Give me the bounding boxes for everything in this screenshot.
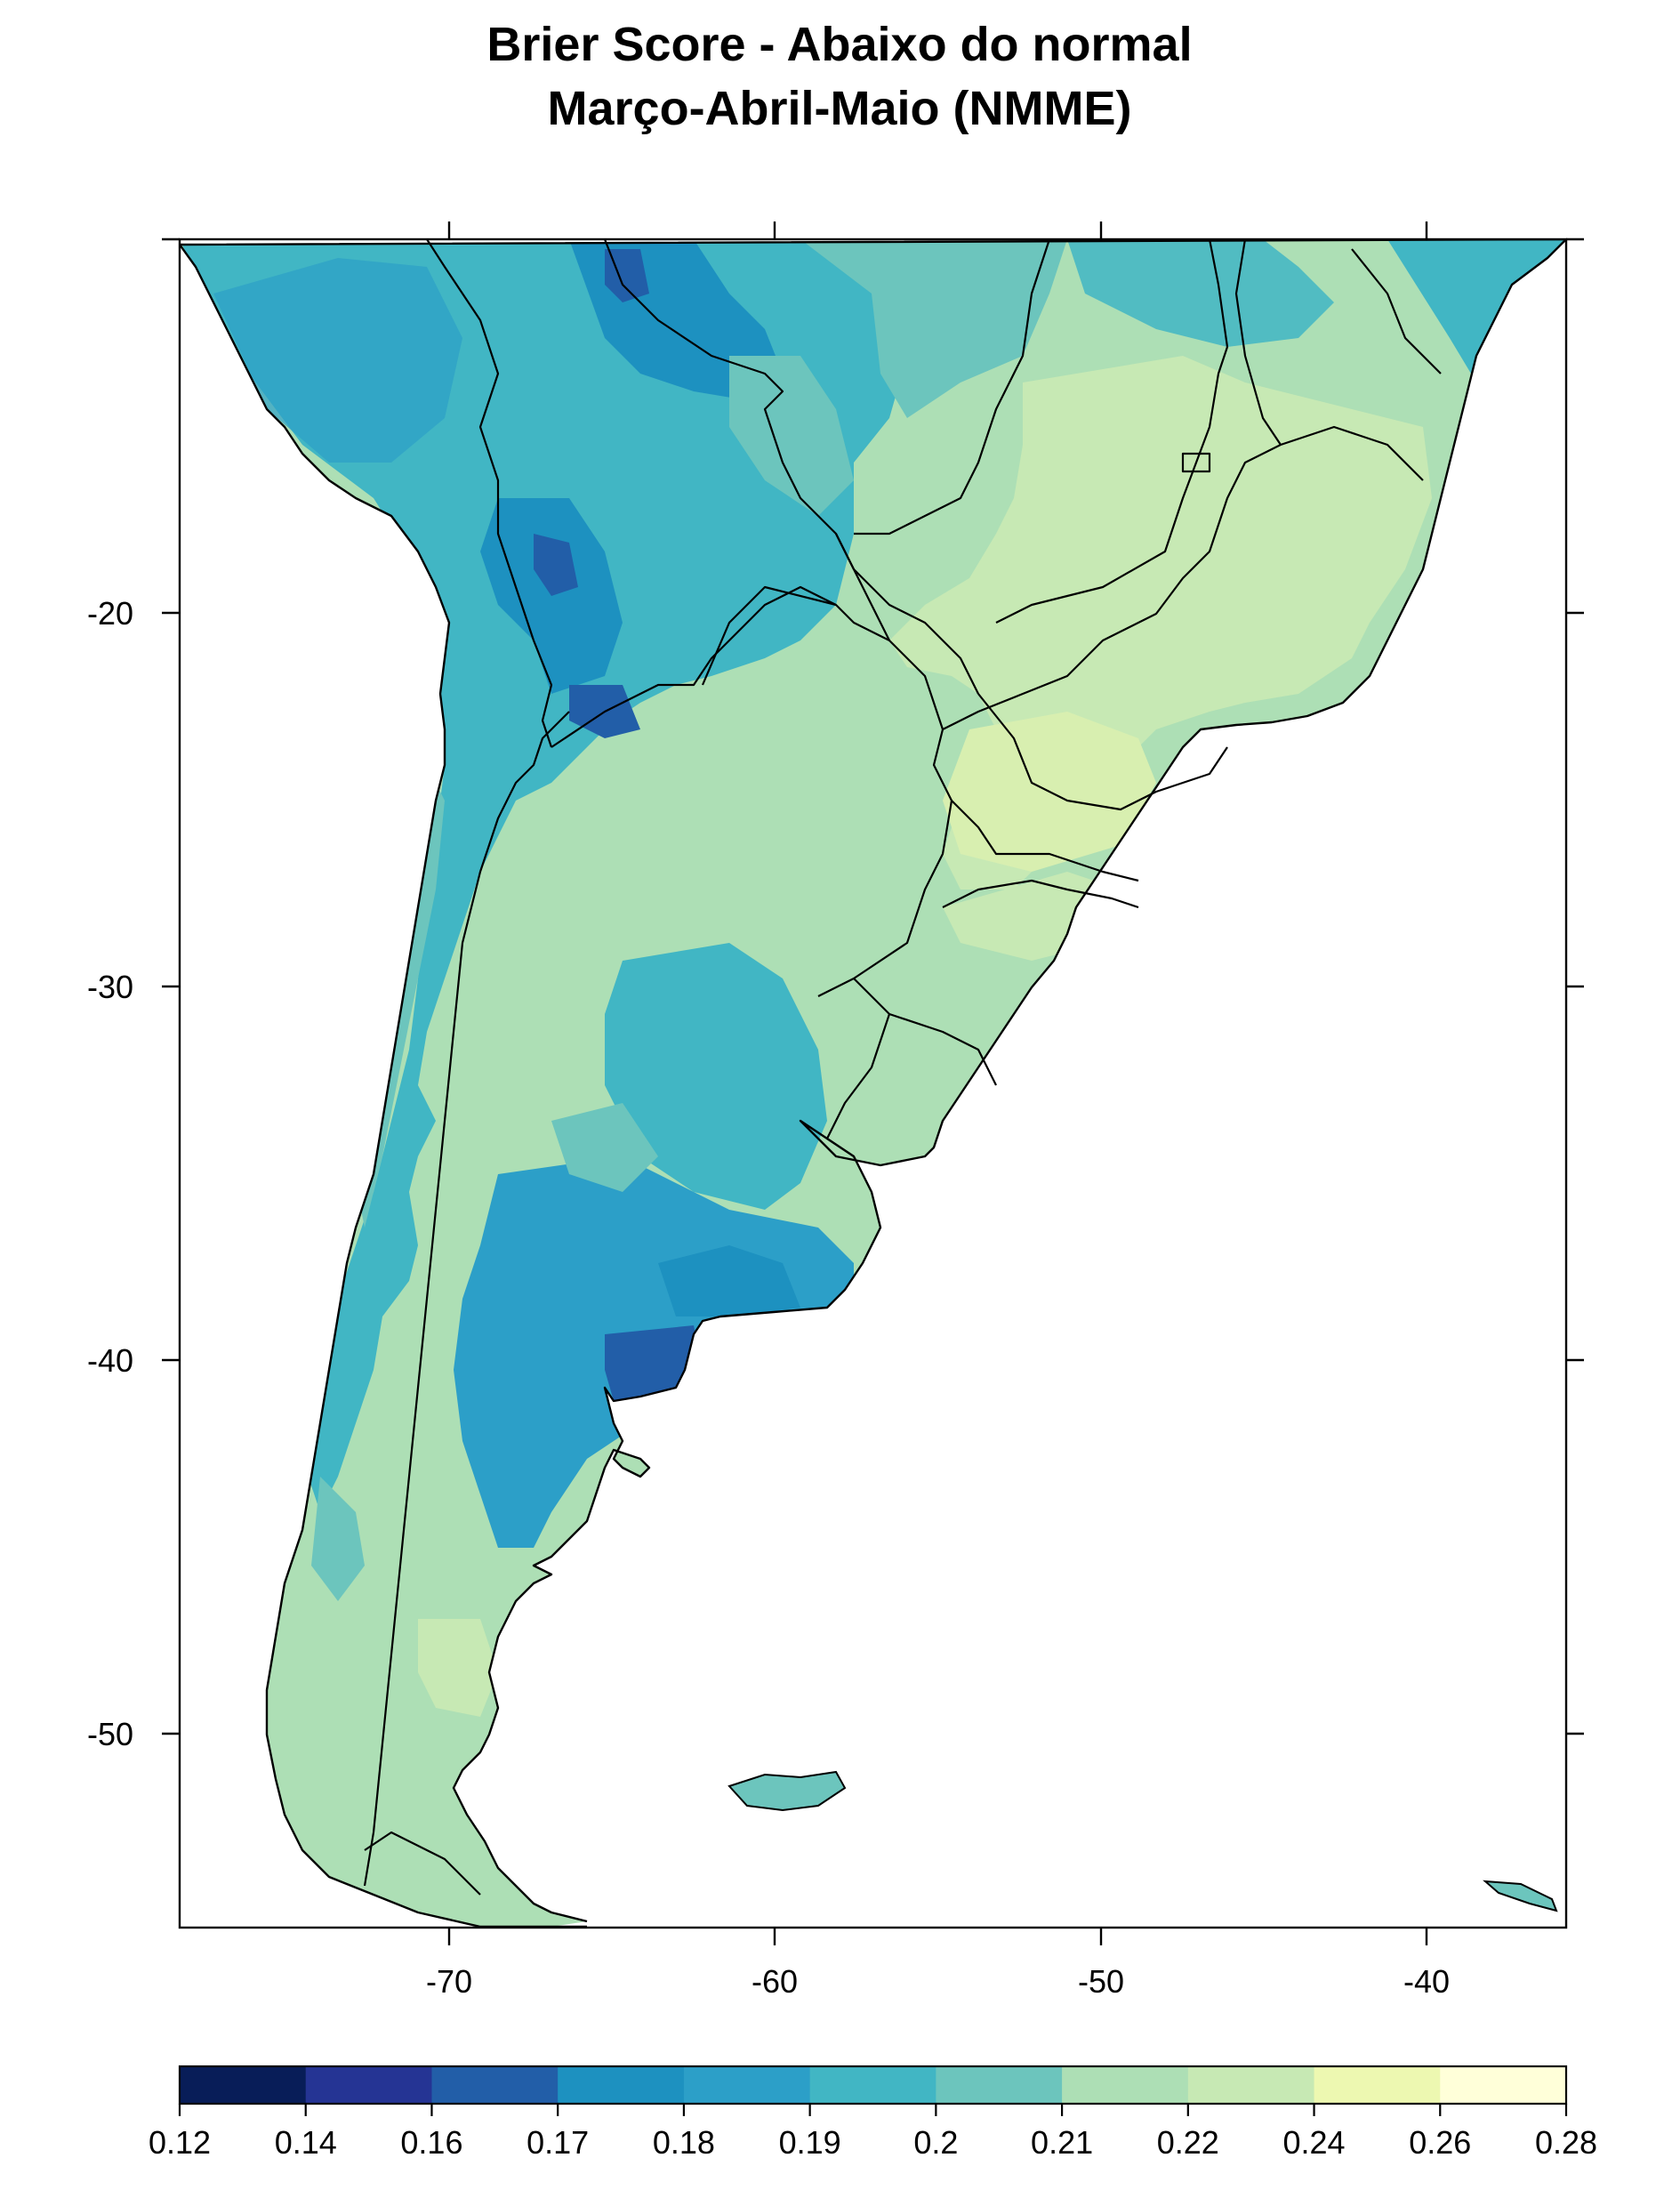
colorbar-swatch <box>180 2066 307 2104</box>
colorbar-swatch <box>936 2066 1063 2104</box>
colorbar-label: 0.16 <box>400 2124 462 2161</box>
south-georgia <box>1483 1880 1558 1912</box>
country-borders <box>363 239 1442 1896</box>
colorbar-frame <box>178 2065 1568 2105</box>
colorbar-swatch <box>683 2066 811 2104</box>
colorbar-swatch <box>305 2066 432 2104</box>
colorbar-swatch <box>809 2066 936 2104</box>
x-tick-label: -50 <box>1078 1963 1124 2000</box>
colorbar-swatch <box>1314 2066 1441 2104</box>
y-tick-label: -50 <box>87 1716 133 1752</box>
colorbar-label: 0.24 <box>1283 2124 1346 2161</box>
map-field <box>180 239 1566 1928</box>
falkland-islands <box>727 1770 847 1812</box>
colorbar-label: 0.14 <box>275 2124 337 2161</box>
colorbar-label: 0.2 <box>913 2124 958 2161</box>
colorbar-label: 0.18 <box>653 2124 715 2161</box>
x-tick-label: -70 <box>426 1963 472 2000</box>
x-tick-label: -40 <box>1403 1963 1450 2000</box>
colorbar-label: 0.22 <box>1157 2124 1219 2161</box>
axis-ticks <box>162 221 1584 1945</box>
x-tick-label: -60 <box>752 1963 798 2000</box>
colorbar-label: 0.28 <box>1535 2124 1597 2161</box>
colorbar-swatch <box>1187 2066 1315 2104</box>
colorbar-label: 0.21 <box>1031 2124 1093 2161</box>
chile-coastline <box>180 244 587 1928</box>
y-tick-label: -40 <box>87 1342 133 1379</box>
colorbar-label: 0.12 <box>149 2124 211 2161</box>
coastline <box>180 239 1566 1923</box>
colorbar-swatch <box>558 2066 685 2104</box>
plot-frame <box>178 238 1568 1929</box>
y-tick-label: -20 <box>87 595 133 632</box>
colorbar: 0.12 0.14 0.16 0.17 0.18 0.19 0.2 0.21 0.22 0.24 0… <box>149 2065 1597 2161</box>
colorbar-swatch <box>431 2066 559 2104</box>
colorbar-label: 0.17 <box>527 2124 589 2161</box>
colorbar-label: 0.19 <box>779 2124 841 2161</box>
map-title-line1: Brier Score - Abaixo do normal <box>486 18 1192 71</box>
map-title-line2: Março-Abril-Maio (NMME) <box>548 82 1132 135</box>
colorbar-swatch <box>1440 2066 1567 2104</box>
y-tick-label: -30 <box>87 969 133 1005</box>
colorbar-swatch <box>1062 2066 1189 2104</box>
colorbar-label: 0.26 <box>1409 2124 1471 2161</box>
